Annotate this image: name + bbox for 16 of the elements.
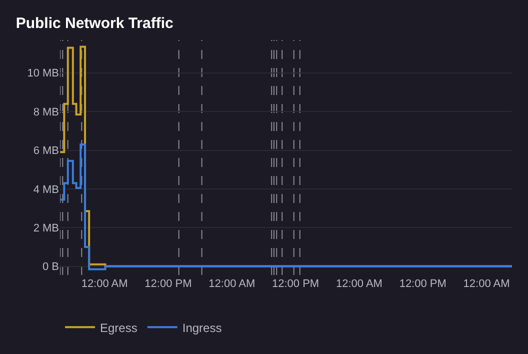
y-tick-label: 10 MB bbox=[27, 68, 59, 80]
legend-label: Egress bbox=[100, 320, 138, 335]
x-tick-label: 12:00 AM bbox=[463, 278, 510, 290]
chart-title: Public Network Traffic bbox=[16, 15, 174, 32]
legend-label: Ingress bbox=[182, 320, 222, 335]
x-tick-label: 12:00 AM bbox=[208, 278, 256, 290]
x-tick-label: 12:00 PM bbox=[399, 278, 446, 290]
y-tick-label: 8 MB bbox=[33, 106, 59, 118]
x-tick-label: 12:00 PM bbox=[144, 278, 192, 290]
y-tick-label: 0 B bbox=[42, 261, 59, 274]
y-tick-label: 2 MB bbox=[33, 222, 59, 234]
y-tick-label: 6 MB bbox=[33, 145, 59, 158]
y-tick-label: 4 MB bbox=[33, 184, 59, 196]
x-tick-label: 12:00 AM bbox=[336, 278, 382, 290]
x-tick-label: 12:00 AM bbox=[81, 278, 128, 290]
x-tick-label: 12:00 PM bbox=[272, 278, 320, 290]
